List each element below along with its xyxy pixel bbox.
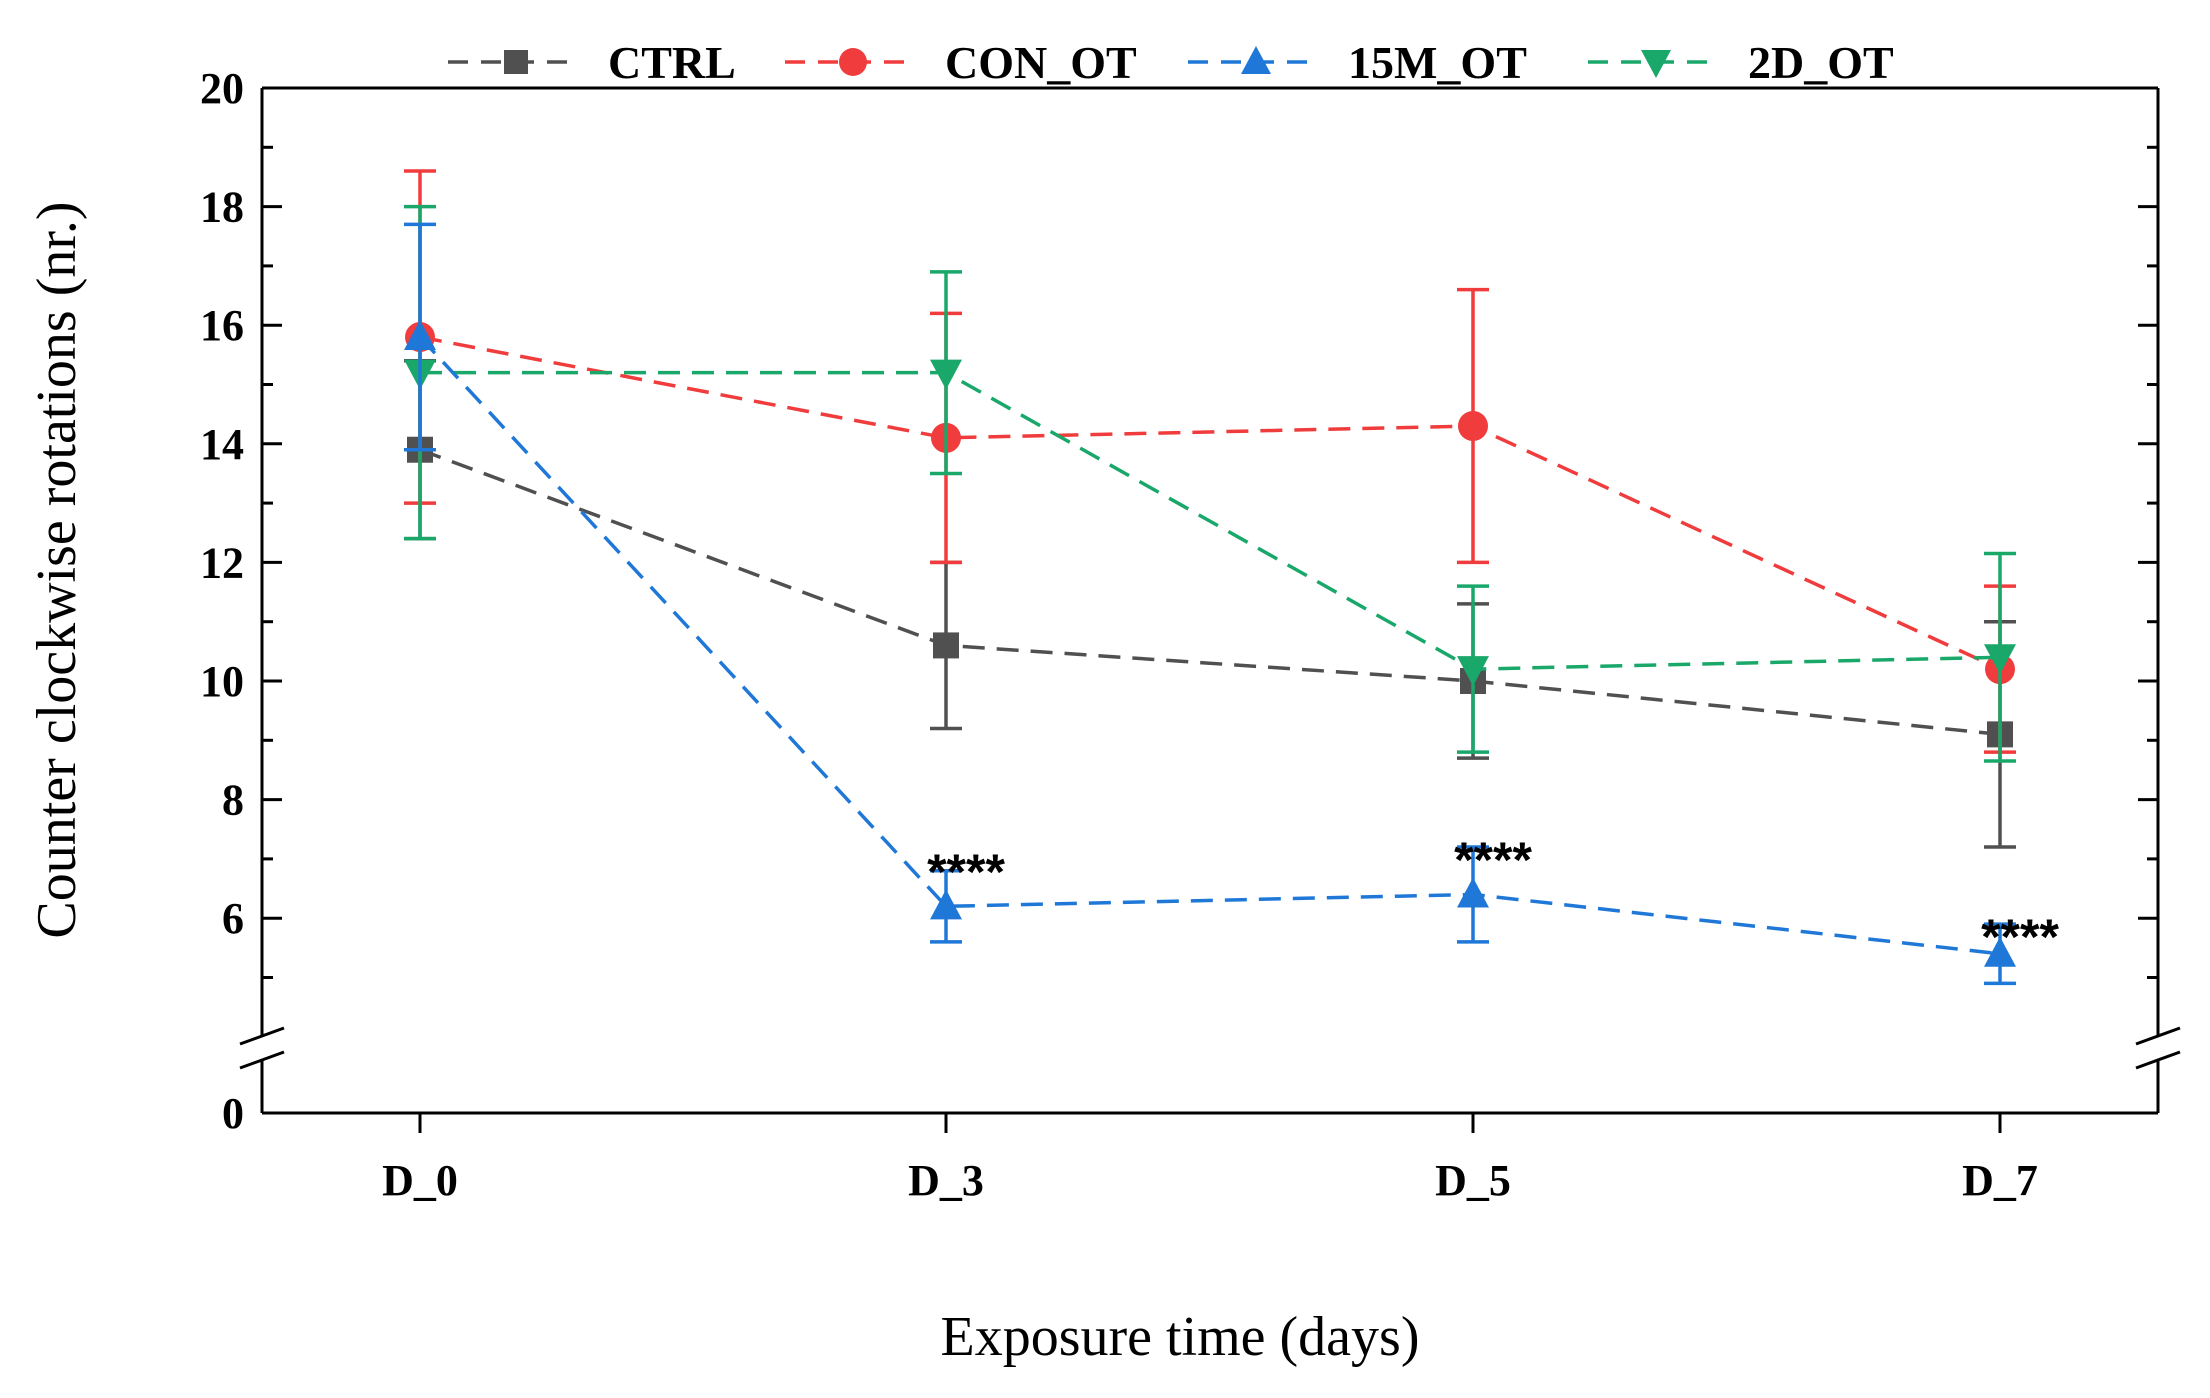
data-point-15M_OT [930, 889, 962, 920]
y-tick-label: 10 [200, 657, 244, 706]
x-tick-label: D_7 [1962, 1156, 2038, 1205]
legend-item-CTRL: CTRL [448, 37, 736, 88]
legend-item-2D_OT: 2D_OT [1588, 37, 1894, 88]
plot-frame [239, 86, 2181, 1115]
data-point-15M_OT [1984, 936, 2016, 967]
x-axis-ticks: D_0 D_3 D_5 D_7 [382, 1113, 2038, 1205]
legend-label: 2D_OT [1748, 37, 1894, 88]
legend-label: 15M_OT [1348, 37, 1527, 88]
data-point-CTRL [933, 632, 959, 659]
annotation-layer: **** **** **** [927, 832, 2059, 965]
series-line-CON_OT [419, 335, 2001, 671]
series-line-CTRL [419, 448, 2001, 737]
y-tick-label: 18 [200, 183, 244, 232]
significance-label: **** [927, 844, 1005, 900]
x-axis-title: Exposure time (days) [941, 1306, 1420, 1368]
y-axis-title: Counter clockwise rotations (nr.) [26, 201, 88, 938]
axis-break-mark [239, 1026, 285, 1046]
series-15M_OT [404, 222, 2016, 986]
x-tick-label: D_3 [908, 1156, 984, 1205]
y-tick-label: 8 [222, 776, 244, 825]
axis-break-mark [2135, 1050, 2181, 1070]
axis-break-mark [239, 1050, 285, 1070]
data-point-15M_OT [1457, 877, 1489, 908]
data-point-15M_OT [404, 320, 436, 351]
y-axis-ticks: 6 8 10 12 14 16 18 20 0 [200, 64, 2158, 1138]
significance-label: **** [1454, 832, 1532, 888]
x-tick-label: D_5 [1435, 1156, 1511, 1205]
data-point-CON_OT [1458, 411, 1488, 442]
y-tick-label-zero: 0 [222, 1089, 244, 1138]
y-tick-label: 14 [200, 420, 244, 469]
y-tick-label: 20 [200, 64, 244, 113]
legend: CTRL CON_OT 15M_OT 2D_OT [448, 37, 1894, 88]
y-tick-label: 6 [222, 894, 244, 943]
legend-item-15M_OT: 15M_OT [1188, 37, 1527, 88]
y-tick-label: 12 [200, 538, 244, 587]
axis-break-mark [2135, 1026, 2181, 1046]
x-tick-label: D_0 [382, 1156, 458, 1205]
series-layer [404, 169, 2016, 986]
legend-label: CON_OT [945, 37, 1137, 88]
series-line-15M_OT [418, 335, 2001, 956]
legend-marker-2D_OT [1641, 50, 1671, 78]
legend-marker-CTRL [504, 50, 528, 74]
data-point-2D_OT [1984, 644, 2016, 675]
data-point-2D_OT [1457, 656, 1489, 687]
significance-label: **** [1981, 909, 2059, 965]
legend-label: CTRL [608, 37, 736, 88]
legend-item-CON_OT: CON_OT [785, 37, 1137, 88]
legend-marker-15M_OT [1241, 46, 1271, 74]
data-point-2D_OT [930, 359, 962, 390]
series-CTRL [404, 359, 2016, 849]
y-tick-label: 16 [200, 301, 244, 350]
legend-marker-CON_OT [839, 48, 867, 76]
series-2D_OT [404, 204, 2016, 763]
series-line-2D_OT [420, 370, 2001, 671]
